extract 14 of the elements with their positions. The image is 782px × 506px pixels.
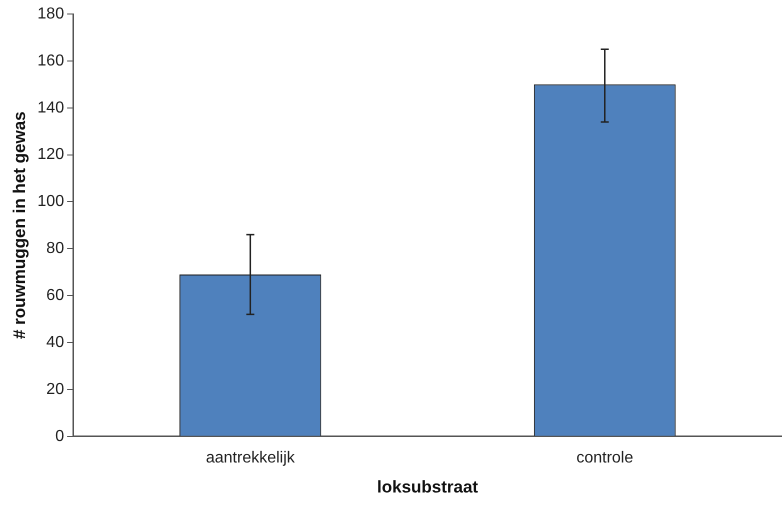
y-axis-title: # rouwmuggen in het gewas <box>10 111 29 340</box>
y-tick-label: 120 <box>37 146 64 164</box>
y-tick-label: 180 <box>37 5 64 22</box>
x-tick-label: controle <box>576 449 634 466</box>
y-tick-label: 20 <box>46 380 64 398</box>
x-axis-title: loksubstraat <box>377 477 478 496</box>
y-tick-label: 60 <box>46 287 64 304</box>
y-tick-label: 140 <box>37 99 64 116</box>
x-tick-label: aantrekkelijk <box>206 449 296 466</box>
y-tick-label: 100 <box>37 193 64 210</box>
y-tick-label: 160 <box>37 52 64 70</box>
y-tick-label: 0 <box>55 428 64 445</box>
y-tick-label: 40 <box>46 334 64 351</box>
y-tick-label: 80 <box>46 240 64 258</box>
